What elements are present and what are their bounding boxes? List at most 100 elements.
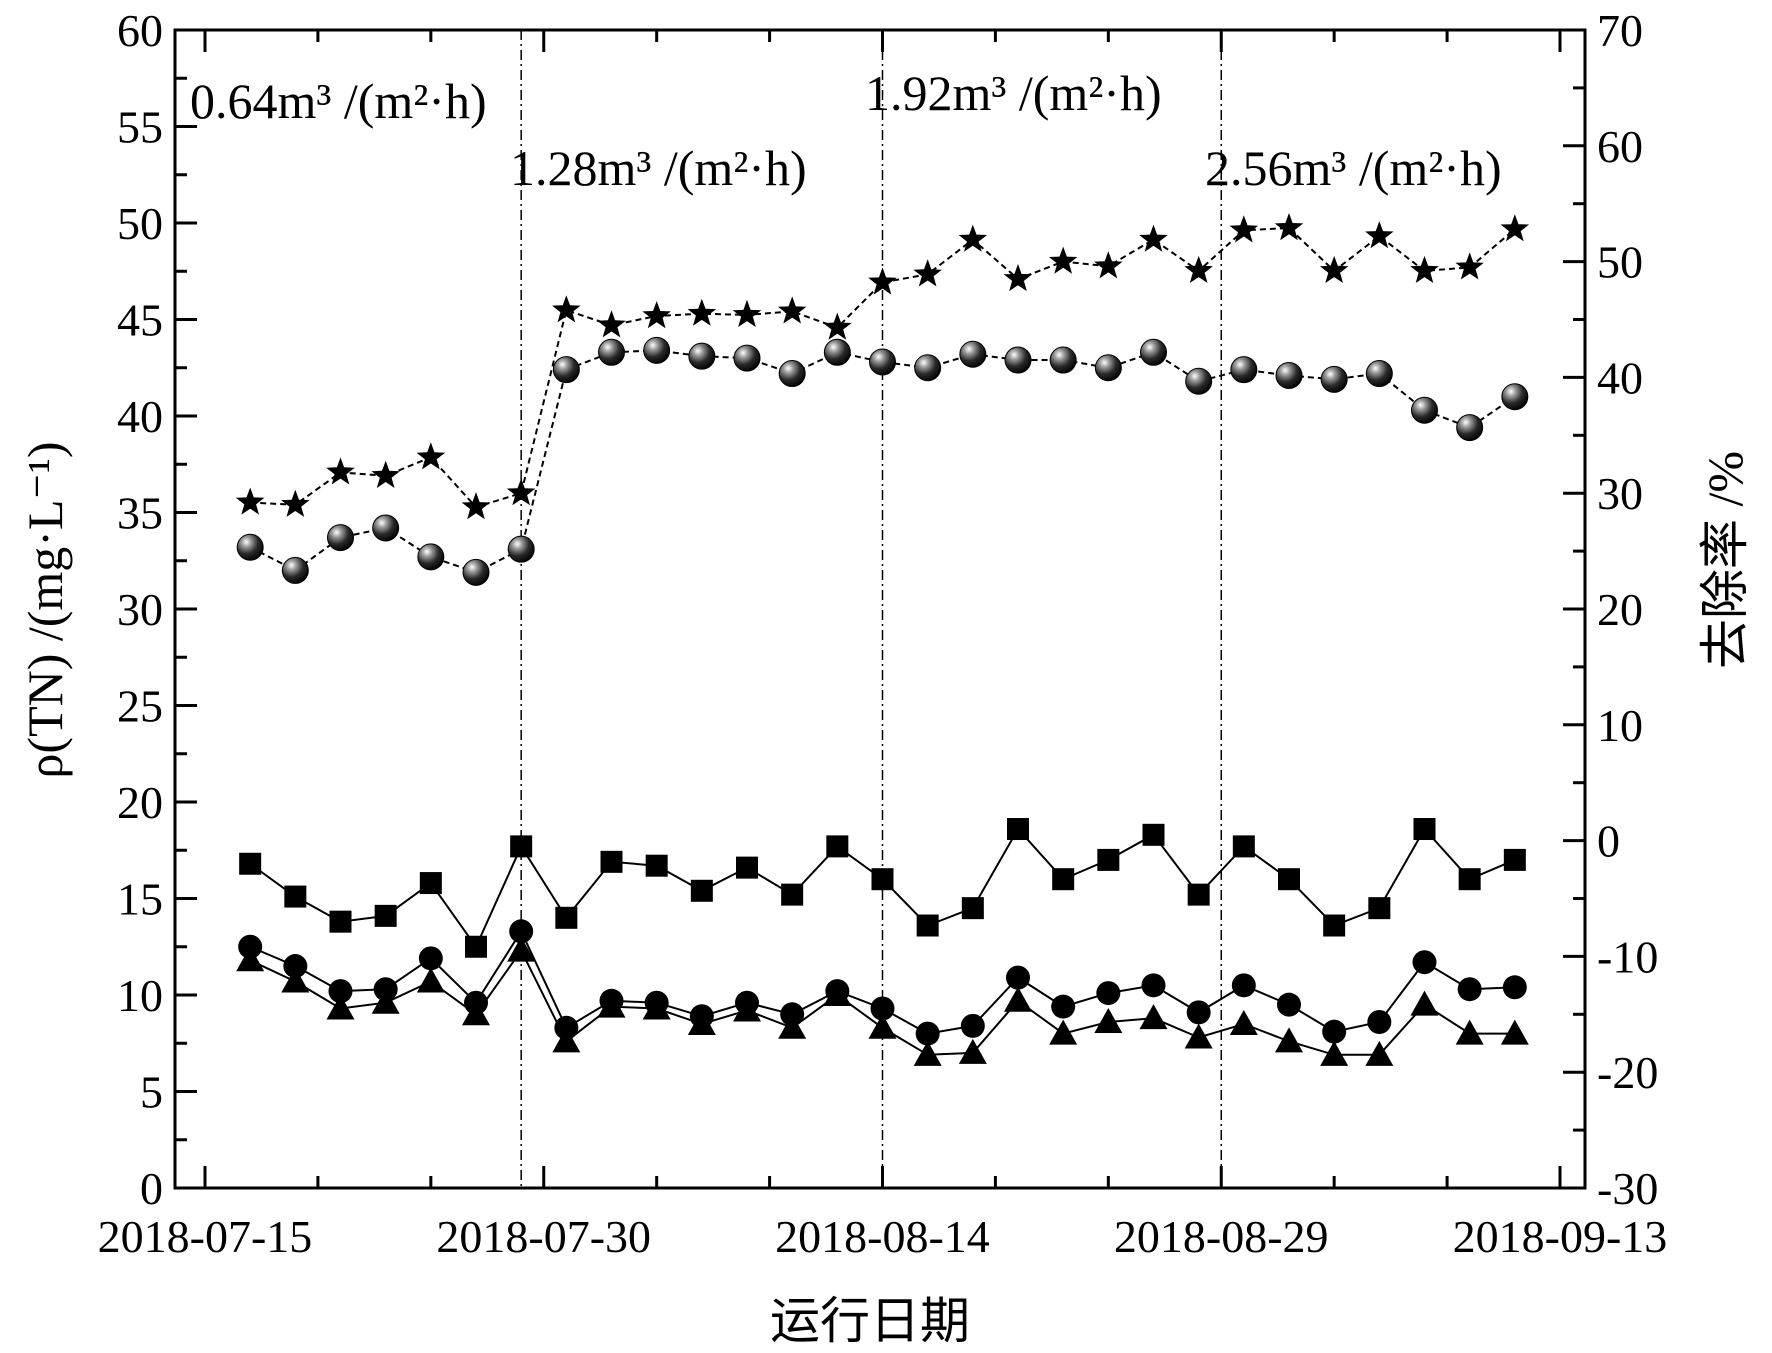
triangle-marker (958, 1038, 987, 1064)
circle-marker (1186, 1000, 1211, 1025)
triangle-marker (823, 981, 852, 1006)
circle-marker (328, 979, 353, 1004)
star-marker (326, 457, 355, 485)
triangle-marker (597, 992, 626, 1018)
square-marker (600, 850, 623, 873)
left-tick-label: 20 (117, 777, 163, 828)
triangle-marker (913, 1040, 942, 1066)
circle-marker (1096, 981, 1121, 1006)
right-axis-title: 去除率 /% (1697, 451, 1753, 669)
sphere-marker (1456, 414, 1484, 442)
square-marker (645, 854, 668, 877)
star-marker (371, 460, 400, 488)
circle-marker (1502, 975, 1527, 1000)
circle-marker (1412, 950, 1437, 975)
square-marker (1232, 835, 1255, 858)
sphere-marker (1230, 356, 1258, 384)
sphere-marker (823, 338, 851, 366)
square-marker (1052, 868, 1075, 891)
x-tick-label: 2018-08-14 (775, 1211, 990, 1262)
star-marker (552, 295, 581, 323)
phase-label: 0.64m³ /(m²·h) (190, 73, 487, 129)
triangle-marker (416, 967, 445, 993)
sphere-marker (462, 558, 490, 586)
triangle-marker (281, 967, 310, 993)
x-tick-label: 2018-07-30 (436, 1211, 651, 1262)
star-marker (461, 492, 491, 520)
right-tick-label: -10 (1597, 931, 1658, 982)
triangle-marker (507, 936, 536, 962)
star-marker (1048, 246, 1078, 274)
sphere-marker (959, 340, 987, 368)
triangle-marker (1455, 1019, 1484, 1045)
triangle-marker (1184, 1023, 1213, 1049)
left-tick-label: 0 (140, 1163, 163, 1214)
star-marker (1455, 252, 1484, 280)
left-tick-label: 60 (117, 5, 163, 56)
circle-marker (283, 954, 308, 979)
left-tick-label: 40 (117, 391, 163, 442)
right-tick-label: -20 (1597, 1047, 1658, 1098)
sphere-marker (1140, 338, 1167, 366)
left-tick-label: 30 (117, 584, 163, 635)
sphere-marker (552, 356, 580, 384)
circle-marker (1141, 973, 1166, 998)
square-marker (1278, 868, 1300, 891)
square-marker (1458, 868, 1481, 891)
sphere-marker (1365, 360, 1393, 388)
circle-marker (1231, 973, 1256, 998)
phase-labels: 0.64m³ /(m²·h) 1.28m³ /(m²·h) 1.92m³ /(m²·… (190, 65, 1502, 196)
star-marker (1184, 255, 1213, 283)
square-marker (690, 879, 713, 902)
star-marker (235, 487, 265, 515)
triangle-marker (687, 1009, 716, 1035)
square-marker (871, 868, 894, 891)
x-axis-tick-labels: 2018-07-15 2018-07-30 2018-08-14 2018-08-29… (98, 1211, 1668, 1262)
triangle-marker (1229, 1009, 1258, 1035)
square-marker (1368, 897, 1391, 920)
triangle-marker (642, 994, 671, 1020)
sphere-marker (1004, 346, 1032, 374)
triangle-marker (1320, 1040, 1349, 1066)
square-marker (1097, 848, 1120, 871)
left-axis-title: ρ(TN) /(mg·L⁻¹) (17, 441, 73, 778)
sphere-marker (1275, 361, 1303, 389)
sphere-marker (598, 338, 625, 366)
square-marker (1323, 914, 1346, 937)
circle-marker (418, 946, 443, 971)
sphere-marker (417, 543, 445, 571)
sphere-marker (1320, 365, 1348, 393)
left-tick-label: 35 (117, 488, 163, 539)
circle-marker (1322, 1019, 1347, 1044)
square-marker (239, 852, 262, 875)
star-marker (1319, 255, 1349, 283)
circle-marker (960, 1013, 985, 1038)
square-marker (510, 835, 533, 858)
sphere-marker (1501, 383, 1529, 411)
sphere-marker (1185, 367, 1213, 395)
right-axis-tick-labels: -30 -20 -10 0 10 20 30 40 50 60 70 (1597, 5, 1658, 1214)
triangle-marker (462, 1000, 490, 1026)
sphere-marker (1094, 354, 1122, 382)
triangle-marker (1049, 1019, 1078, 1045)
right-tick-label: 40 (1597, 352, 1643, 403)
triangle-marker (236, 946, 265, 972)
right-tick-label: 10 (1597, 700, 1643, 751)
left-tick-label: 10 (117, 970, 163, 1021)
left-axis-tick-labels: 0 5 10 15 20 25 30 35 40 45 50 55 60 (117, 5, 163, 1214)
left-tick-label: 15 (117, 874, 163, 925)
triangle-marker (778, 1013, 807, 1039)
sphere-marker (643, 336, 671, 364)
star-marker (1229, 215, 1259, 243)
sphere-marker (733, 344, 761, 372)
square-marker (329, 910, 352, 933)
star-marker (687, 298, 717, 326)
star-marker (1410, 255, 1439, 283)
right-tick-label: -30 (1597, 1163, 1658, 1214)
square-marker (1142, 823, 1165, 846)
left-tick-label: 55 (117, 102, 163, 153)
square-marker (1413, 818, 1436, 841)
phase-boundary-lines (520, 30, 1222, 1188)
left-tick-label: 50 (117, 198, 163, 249)
